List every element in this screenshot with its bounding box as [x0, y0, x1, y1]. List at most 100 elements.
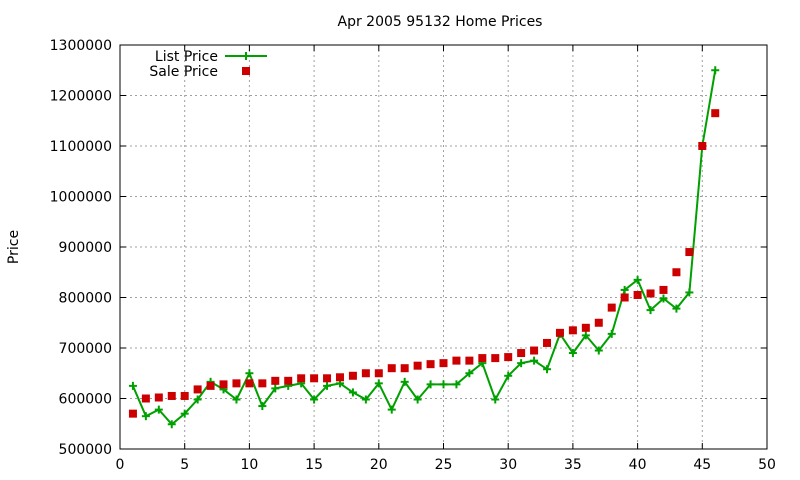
list-price-point [530, 356, 539, 365]
sale-price-point [426, 360, 435, 369]
list-price-point [517, 359, 526, 368]
list-price-point [581, 331, 590, 340]
x-tick-label: 45 [693, 457, 711, 473]
sale-price-point [646, 289, 655, 298]
y-tick-label: 600000 [59, 392, 112, 408]
list-price-point [607, 329, 616, 338]
chart-title: Apr 2005 95132 Home Prices [338, 14, 543, 30]
sale-price-point [348, 371, 357, 380]
list-price-point [426, 380, 435, 389]
sale-price-point [439, 359, 448, 368]
y-tick-label: 1000000 [50, 190, 112, 206]
list-price-point [323, 381, 332, 390]
list-price-point [141, 412, 150, 421]
list-price-point [711, 66, 720, 75]
list-price-point [374, 379, 383, 388]
legend: List Price Sale Price [149, 49, 267, 80]
list-price-point [167, 420, 176, 429]
x-tick-label: 30 [499, 457, 517, 473]
y-tick-label: 500000 [59, 442, 112, 458]
x-tick-label: 15 [305, 457, 323, 473]
list-price-line [131, 70, 717, 426]
list-price-point [659, 294, 668, 303]
list-price-point [400, 377, 409, 386]
sale-price-point [685, 248, 694, 257]
y-tick-label: 1300000 [50, 38, 112, 54]
x-tick-label: 5 [180, 457, 189, 473]
legend-marker-sale-price [242, 67, 250, 75]
sale-price-point [413, 361, 422, 370]
sale-price-point [478, 354, 487, 363]
sale-price-point [258, 379, 267, 388]
grid-lines [120, 45, 767, 449]
sale-price-point [387, 364, 396, 373]
sale-price-point [517, 349, 526, 358]
sale-price-point [711, 109, 720, 118]
list-price-point [271, 384, 280, 393]
sale-price-point [555, 328, 564, 337]
sale-price-point [530, 346, 539, 355]
list-price-point [180, 409, 189, 418]
list-price-point [310, 395, 319, 404]
sale-price-point [167, 391, 176, 400]
sale-price-point [284, 376, 293, 385]
x-tick-label: 35 [564, 457, 582, 473]
sale-price-point [672, 268, 681, 277]
sale-price-point [271, 376, 280, 385]
list-price-point [646, 306, 655, 315]
sale-price-point [620, 293, 629, 302]
list-price-point [685, 288, 694, 297]
x-tick-labels: 0 5 10 15 20 25 30 35 40 45 50 [116, 457, 776, 473]
y-tick-label: 700000 [59, 341, 112, 357]
sale-price-point [206, 381, 215, 390]
sale-price-point [193, 385, 202, 394]
sale-price-point [180, 391, 189, 400]
x-tick-label: 20 [370, 457, 388, 473]
list-price-point [387, 405, 396, 414]
list-price-point [543, 365, 552, 374]
legend-swatch-list-price [225, 52, 267, 60]
list-price-point [568, 349, 577, 358]
sale-price-point [335, 373, 344, 382]
list-price-point [258, 402, 267, 411]
sale-price-point [374, 369, 383, 378]
x-tick-label: 10 [240, 457, 258, 473]
sale-price-point [154, 393, 163, 402]
sale-price-point [297, 374, 306, 383]
sale-price-point [491, 354, 500, 363]
y-tick-labels: 500000 600000 700000 800000 900000 1000000 110… [50, 38, 112, 458]
y-tick-label: 1200000 [50, 89, 112, 105]
list-price-point [245, 369, 254, 378]
sale-price-point [232, 379, 241, 388]
sale-price-point [141, 394, 150, 403]
sale-price-point [465, 356, 474, 365]
y-axis-label: Price [6, 230, 22, 264]
sale-price-point [310, 374, 319, 383]
y-tick-label: 800000 [59, 291, 112, 307]
list-price-point [620, 285, 629, 294]
list-price-point [154, 405, 163, 414]
sale-price-point [633, 290, 642, 299]
sale-price-point [581, 323, 590, 332]
y-tick-label: 1100000 [50, 139, 112, 155]
sale-price-point [607, 303, 616, 312]
list-price-point [439, 380, 448, 389]
list-price-point [452, 380, 461, 389]
sale-price-point [245, 379, 254, 388]
list-price-point [672, 304, 681, 313]
sale-price-point [452, 356, 461, 365]
sale-price-point [594, 318, 603, 327]
list-price-point [594, 346, 603, 355]
list-price-point [348, 388, 357, 397]
list-price-point [491, 395, 500, 404]
sale-price-point [128, 409, 137, 418]
sale-price-point [698, 142, 707, 150]
sale-price-series [128, 109, 720, 418]
sale-price-point [323, 374, 332, 383]
list-price-point [413, 395, 422, 404]
list-price-point [232, 395, 241, 404]
list-price-point [633, 275, 642, 284]
sale-price-point [219, 380, 228, 389]
